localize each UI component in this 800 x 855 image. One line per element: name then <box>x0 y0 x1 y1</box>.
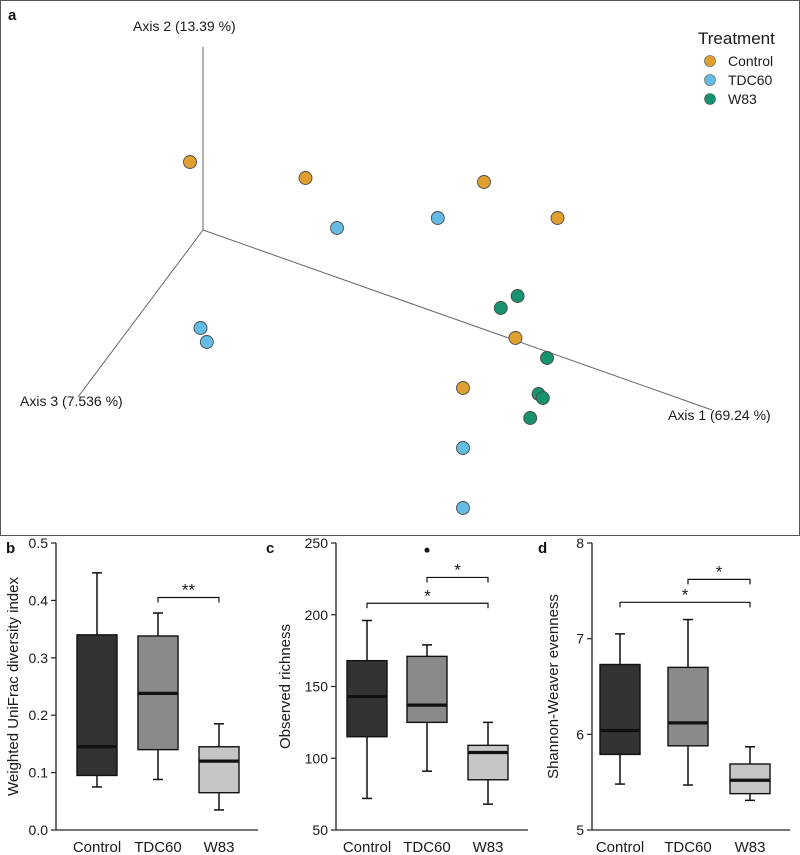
x-tick-label-control: Control <box>343 839 391 855</box>
box-control <box>76 634 118 777</box>
pcoa-point-tdc60 <box>430 211 445 225</box>
x-tick-label-tdc60: TDC60 <box>134 839 182 855</box>
pcoa-point-control <box>183 155 197 169</box>
pcoa-point-w83 <box>523 411 538 425</box>
pcoa-point-w83 <box>535 391 550 405</box>
pcoa-point-tdc60 <box>199 335 214 349</box>
y-tick-label: 0.5 <box>29 535 49 551</box>
y-axis-title: Shannon-Weaver evenness <box>545 594 562 779</box>
pcoa-point-w83 <box>510 289 525 303</box>
box-panel-d: d 5 6 7 8 Shannon-Weaver evenness Control TDC6… <box>538 535 790 855</box>
pcoa-point-tdc60 <box>193 321 208 335</box>
box-w83 <box>198 746 240 794</box>
significance-bracket-tdc60-w83 <box>157 596 220 603</box>
y-tick-label: 0.1 <box>29 765 49 781</box>
y-tick-label: 5 <box>576 822 584 838</box>
pcoa-frame <box>0 0 800 536</box>
pcoa-point-w83 <box>540 351 554 365</box>
legend-swatch-tdc60 <box>704 74 716 86</box>
outlier-tdc60 <box>424 547 430 553</box>
y-tick-label: 7 <box>576 631 584 647</box>
pcoa-axis2-label: Axis 2 (13.39 %) <box>133 18 236 34</box>
y-tick-label: 200 <box>305 607 329 623</box>
y-tick-label: 0.0 <box>29 822 49 838</box>
box-w83 <box>467 744 509 781</box>
x-tick-label-w83: W83 <box>735 839 766 855</box>
box-panel-b: b 0.0 0.1 0.2 0.3 0.4 0.5 Weighted UniFrac div… <box>5 535 258 855</box>
legend-label-tdc60: TDC60 <box>728 72 773 88</box>
pcoa-axis3-line <box>77 229 204 398</box>
panel-letter-c: c <box>266 540 274 557</box>
legend-swatch-w83 <box>704 93 716 105</box>
panel-letter-b: b <box>6 540 15 557</box>
panel-letter-a: a <box>8 7 17 24</box>
significance-label-tdc60-w83: * <box>716 562 723 581</box>
significance-bracket-control-w83 <box>619 601 751 608</box>
y-tick-label: 0.2 <box>29 707 49 723</box>
pcoa-point-control <box>298 171 313 185</box>
y-tick-label: 8 <box>576 535 584 551</box>
box-tdc60 <box>406 655 448 724</box>
box-panel-c: c 50 100 150 200 250 Observed richness Control… <box>266 535 528 855</box>
y-tick-label: 150 <box>305 679 329 695</box>
x-tick-label-control: Control <box>73 839 121 855</box>
x-tick-label-tdc60: TDC60 <box>403 839 451 855</box>
x-tick-label-w83: W83 <box>204 839 235 855</box>
y-tick-label: 100 <box>305 750 329 766</box>
x-tick-label-tdc60: TDC60 <box>664 839 712 855</box>
legend-label-control: Control <box>728 53 773 69</box>
pcoa-panel: a Axis 1 (69.24 %) Axis 2 (13.39 %) Axis 3… <box>0 0 800 536</box>
significance-label-tdc60-w83: * <box>454 560 461 579</box>
y-tick-label: 50 <box>312 822 328 838</box>
significance-bracket-tdc60-w83 <box>687 578 751 585</box>
y-tick-label: 6 <box>576 726 584 742</box>
pcoa-point-tdc60 <box>330 221 344 235</box>
box-control <box>346 659 388 738</box>
legend-label-w83: W83 <box>728 91 757 107</box>
y-axis-title: Weighted UniFrac diversity index <box>5 577 22 796</box>
pcoa-point-tdc60 <box>456 501 470 515</box>
pcoa-point-control <box>508 331 523 345</box>
x-tick-label-w83: W83 <box>473 839 504 855</box>
significance-bracket-tdc60-w83 <box>426 576 489 583</box>
pcoa-point-control <box>550 211 565 225</box>
significance-bracket-control-w83 <box>366 602 489 609</box>
pcoa-point-tdc60 <box>456 441 470 455</box>
box-control <box>599 663 641 756</box>
pcoa-point-w83 <box>493 301 508 315</box>
pcoa-axis1-line <box>202 229 713 411</box>
pcoa-axis1-label: Axis 1 (69.24 %) <box>668 407 771 423</box>
pcoa-point-control <box>456 381 470 395</box>
x-tick-label-control: Control <box>596 839 644 855</box>
legend-swatch-control <box>704 55 716 67</box>
y-tick-label: 0.3 <box>29 650 49 666</box>
y-tick-label: 0.4 <box>29 592 49 608</box>
y-tick-label: 250 <box>305 535 329 551</box>
pcoa-axis3-label: Axis 3 (7.536 %) <box>20 393 123 409</box>
y-axis-title: Observed richness <box>277 624 294 749</box>
significance-label-control-w83: * <box>682 585 689 604</box>
pcoa-point-control <box>477 175 491 189</box>
significance-label-control-w83: * <box>424 586 431 605</box>
box-tdc60 <box>667 666 709 747</box>
panel-letter-d: d <box>538 540 547 557</box>
legend-title: Treatment <box>698 29 775 48</box>
significance-label-tdc60-w83: ** <box>182 581 196 600</box>
